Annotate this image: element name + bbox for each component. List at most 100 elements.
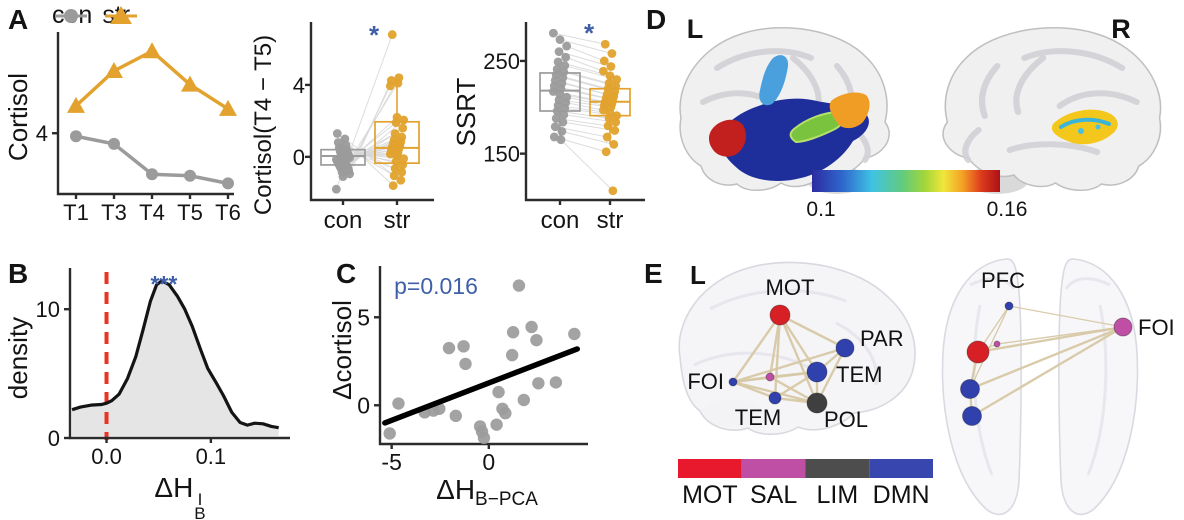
node-tem1 bbox=[806, 361, 828, 383]
hemisphere-label-left-e: L bbox=[690, 260, 706, 290]
node-label-tem1: TEM bbox=[836, 362, 882, 387]
ylabel-cortisol: Cortisol bbox=[3, 72, 33, 162]
node-label-tem2: TEM bbox=[735, 405, 781, 430]
legend-swatch-sal bbox=[741, 459, 806, 478]
significance-marker: *** bbox=[150, 271, 177, 297]
svg-text:con: con bbox=[324, 207, 363, 234]
xlabel-delta-hb: ΔH I B bbox=[110, 472, 250, 520]
points-con bbox=[548, 28, 572, 145]
node-pol bbox=[806, 392, 828, 414]
svg-text:0.0: 0.0 bbox=[91, 444, 122, 469]
density-fill bbox=[72, 280, 279, 436]
ylabel-ssrt: SSRT bbox=[451, 77, 481, 147]
node-mot bbox=[966, 340, 990, 364]
right-hemisphere-activation-patches bbox=[1051, 109, 1118, 145]
node-label-pol: POL bbox=[824, 407, 868, 432]
significance-marker: * bbox=[369, 20, 380, 50]
points-str bbox=[385, 30, 409, 191]
legend-item-con: con bbox=[52, 1, 92, 30]
xlabel-delta-hb-pca: ΔHB−PCA bbox=[397, 474, 577, 511]
hemisphere-label-left: L bbox=[687, 14, 704, 44]
ylabel-density: density bbox=[3, 316, 33, 400]
panel-label-a: A bbox=[8, 4, 29, 35]
svg-text:0: 0 bbox=[293, 145, 305, 170]
triangle-marker-icon bbox=[105, 6, 138, 24]
scatter-points bbox=[383, 279, 581, 445]
svg-text:0: 0 bbox=[357, 392, 370, 418]
svg-text:T6: T6 bbox=[215, 200, 241, 225]
glass-brain-lateral bbox=[678, 261, 916, 436]
node-label-foi: FOI bbox=[687, 369, 724, 394]
svg-text:T4: T4 bbox=[139, 200, 165, 225]
svg-text:str: str bbox=[384, 207, 411, 234]
regression-line bbox=[382, 346, 581, 426]
legend-swatch-mot bbox=[678, 459, 742, 478]
colorbar-min-label: 0.1 bbox=[806, 198, 835, 221]
node-label-mot: MOT bbox=[766, 275, 815, 300]
brain-network-views: MOT PAR TEM FOI TEM POL PFC FOI MOT SAL LIM DMN bbox=[678, 258, 1175, 515]
axes: 0 4 con str bbox=[293, 22, 434, 234]
network-axial-view: PFC FOI bbox=[960, 268, 1175, 426]
node-sal1 bbox=[765, 372, 775, 382]
node-foi bbox=[1113, 317, 1133, 337]
node-par bbox=[835, 338, 855, 358]
node-sal2 bbox=[993, 340, 1001, 348]
svg-text:5: 5 bbox=[357, 304, 370, 330]
svg-text:4: 4 bbox=[293, 73, 305, 98]
hemisphere-label-right: R bbox=[1111, 14, 1131, 44]
colorbar bbox=[812, 170, 1000, 192]
node-pfc bbox=[1004, 301, 1014, 311]
svg-text:T3: T3 bbox=[101, 200, 127, 225]
panel-label-d: D bbox=[646, 4, 667, 35]
svg-text:0: 0 bbox=[48, 426, 60, 451]
legend-item-str: str bbox=[102, 1, 138, 30]
xlabel-superscript: I bbox=[197, 490, 203, 509]
points-con bbox=[331, 129, 355, 194]
axes: 150 250 con str bbox=[483, 22, 645, 234]
axes: 0 5 -5 0 bbox=[357, 266, 588, 475]
right-hemisphere-surface bbox=[943, 28, 1161, 194]
node-label-par: PAR bbox=[860, 326, 904, 351]
legend-swatch-lim bbox=[805, 459, 870, 478]
legend-label-mot: MOT bbox=[682, 481, 738, 509]
density-chart: 0 10 0.0 0.1 *** bbox=[36, 268, 290, 469]
cortisol-change-boxplot: 0 4 con str * bbox=[293, 20, 434, 234]
series-str bbox=[67, 42, 237, 116]
scatter-chart: 0 5 -5 0 p=0.016 bbox=[357, 266, 588, 475]
xlabel-prefix: ΔH bbox=[154, 472, 194, 503]
panel-label-e: E bbox=[644, 258, 663, 289]
brain-surface-maps: L R 0.1 0.16 bbox=[645, 14, 1184, 221]
ylabel-delta-cortisol: Δcortisol bbox=[327, 300, 357, 400]
series-con bbox=[70, 130, 234, 190]
svg-text:T5: T5 bbox=[177, 200, 203, 225]
left-hemisphere-activation-patches bbox=[708, 55, 870, 181]
axes: 4 T1 T3 T4 T5 T6 bbox=[36, 32, 241, 225]
svg-text:10: 10 bbox=[36, 297, 60, 322]
legend-label-lim: LIM bbox=[817, 481, 859, 509]
svg-text:0.1: 0.1 bbox=[196, 444, 227, 469]
inferior-frontal-cluster-red bbox=[708, 119, 746, 157]
legend-label-dmn: DMN bbox=[873, 481, 930, 509]
network-legend: MOT SAL LIM DMN bbox=[678, 459, 933, 509]
node-mot bbox=[769, 304, 791, 326]
ylabel-cortisol-t4-t5: Cortisol(T4 − T5) bbox=[250, 34, 277, 216]
right-temporal-cluster-cyan bbox=[1059, 117, 1111, 129]
node-label-foi: FOI bbox=[1138, 315, 1175, 340]
right-temporal-cluster-yellow bbox=[1051, 109, 1118, 145]
svg-text:T1: T1 bbox=[63, 200, 89, 225]
network-lateral-view: MOT PAR TEM FOI TEM POL bbox=[687, 275, 903, 432]
svg-text:con: con bbox=[541, 207, 580, 234]
node-tem2 bbox=[768, 391, 782, 405]
xlabel-subscript: B bbox=[194, 504, 206, 520]
supramarginal-cluster-orange bbox=[829, 92, 870, 129]
axes: 0 10 0.0 0.1 bbox=[36, 268, 290, 469]
node-dmn1 bbox=[960, 379, 980, 399]
density-curve bbox=[71, 279, 279, 430]
panel-label-b: B bbox=[8, 258, 29, 289]
ssrt-boxplot: 150 250 con str * bbox=[483, 18, 645, 234]
xlabel-subscript: B−PCA bbox=[475, 489, 538, 510]
p-value-annotation: p=0.016 bbox=[394, 273, 478, 299]
node-dmn2 bbox=[962, 406, 982, 426]
